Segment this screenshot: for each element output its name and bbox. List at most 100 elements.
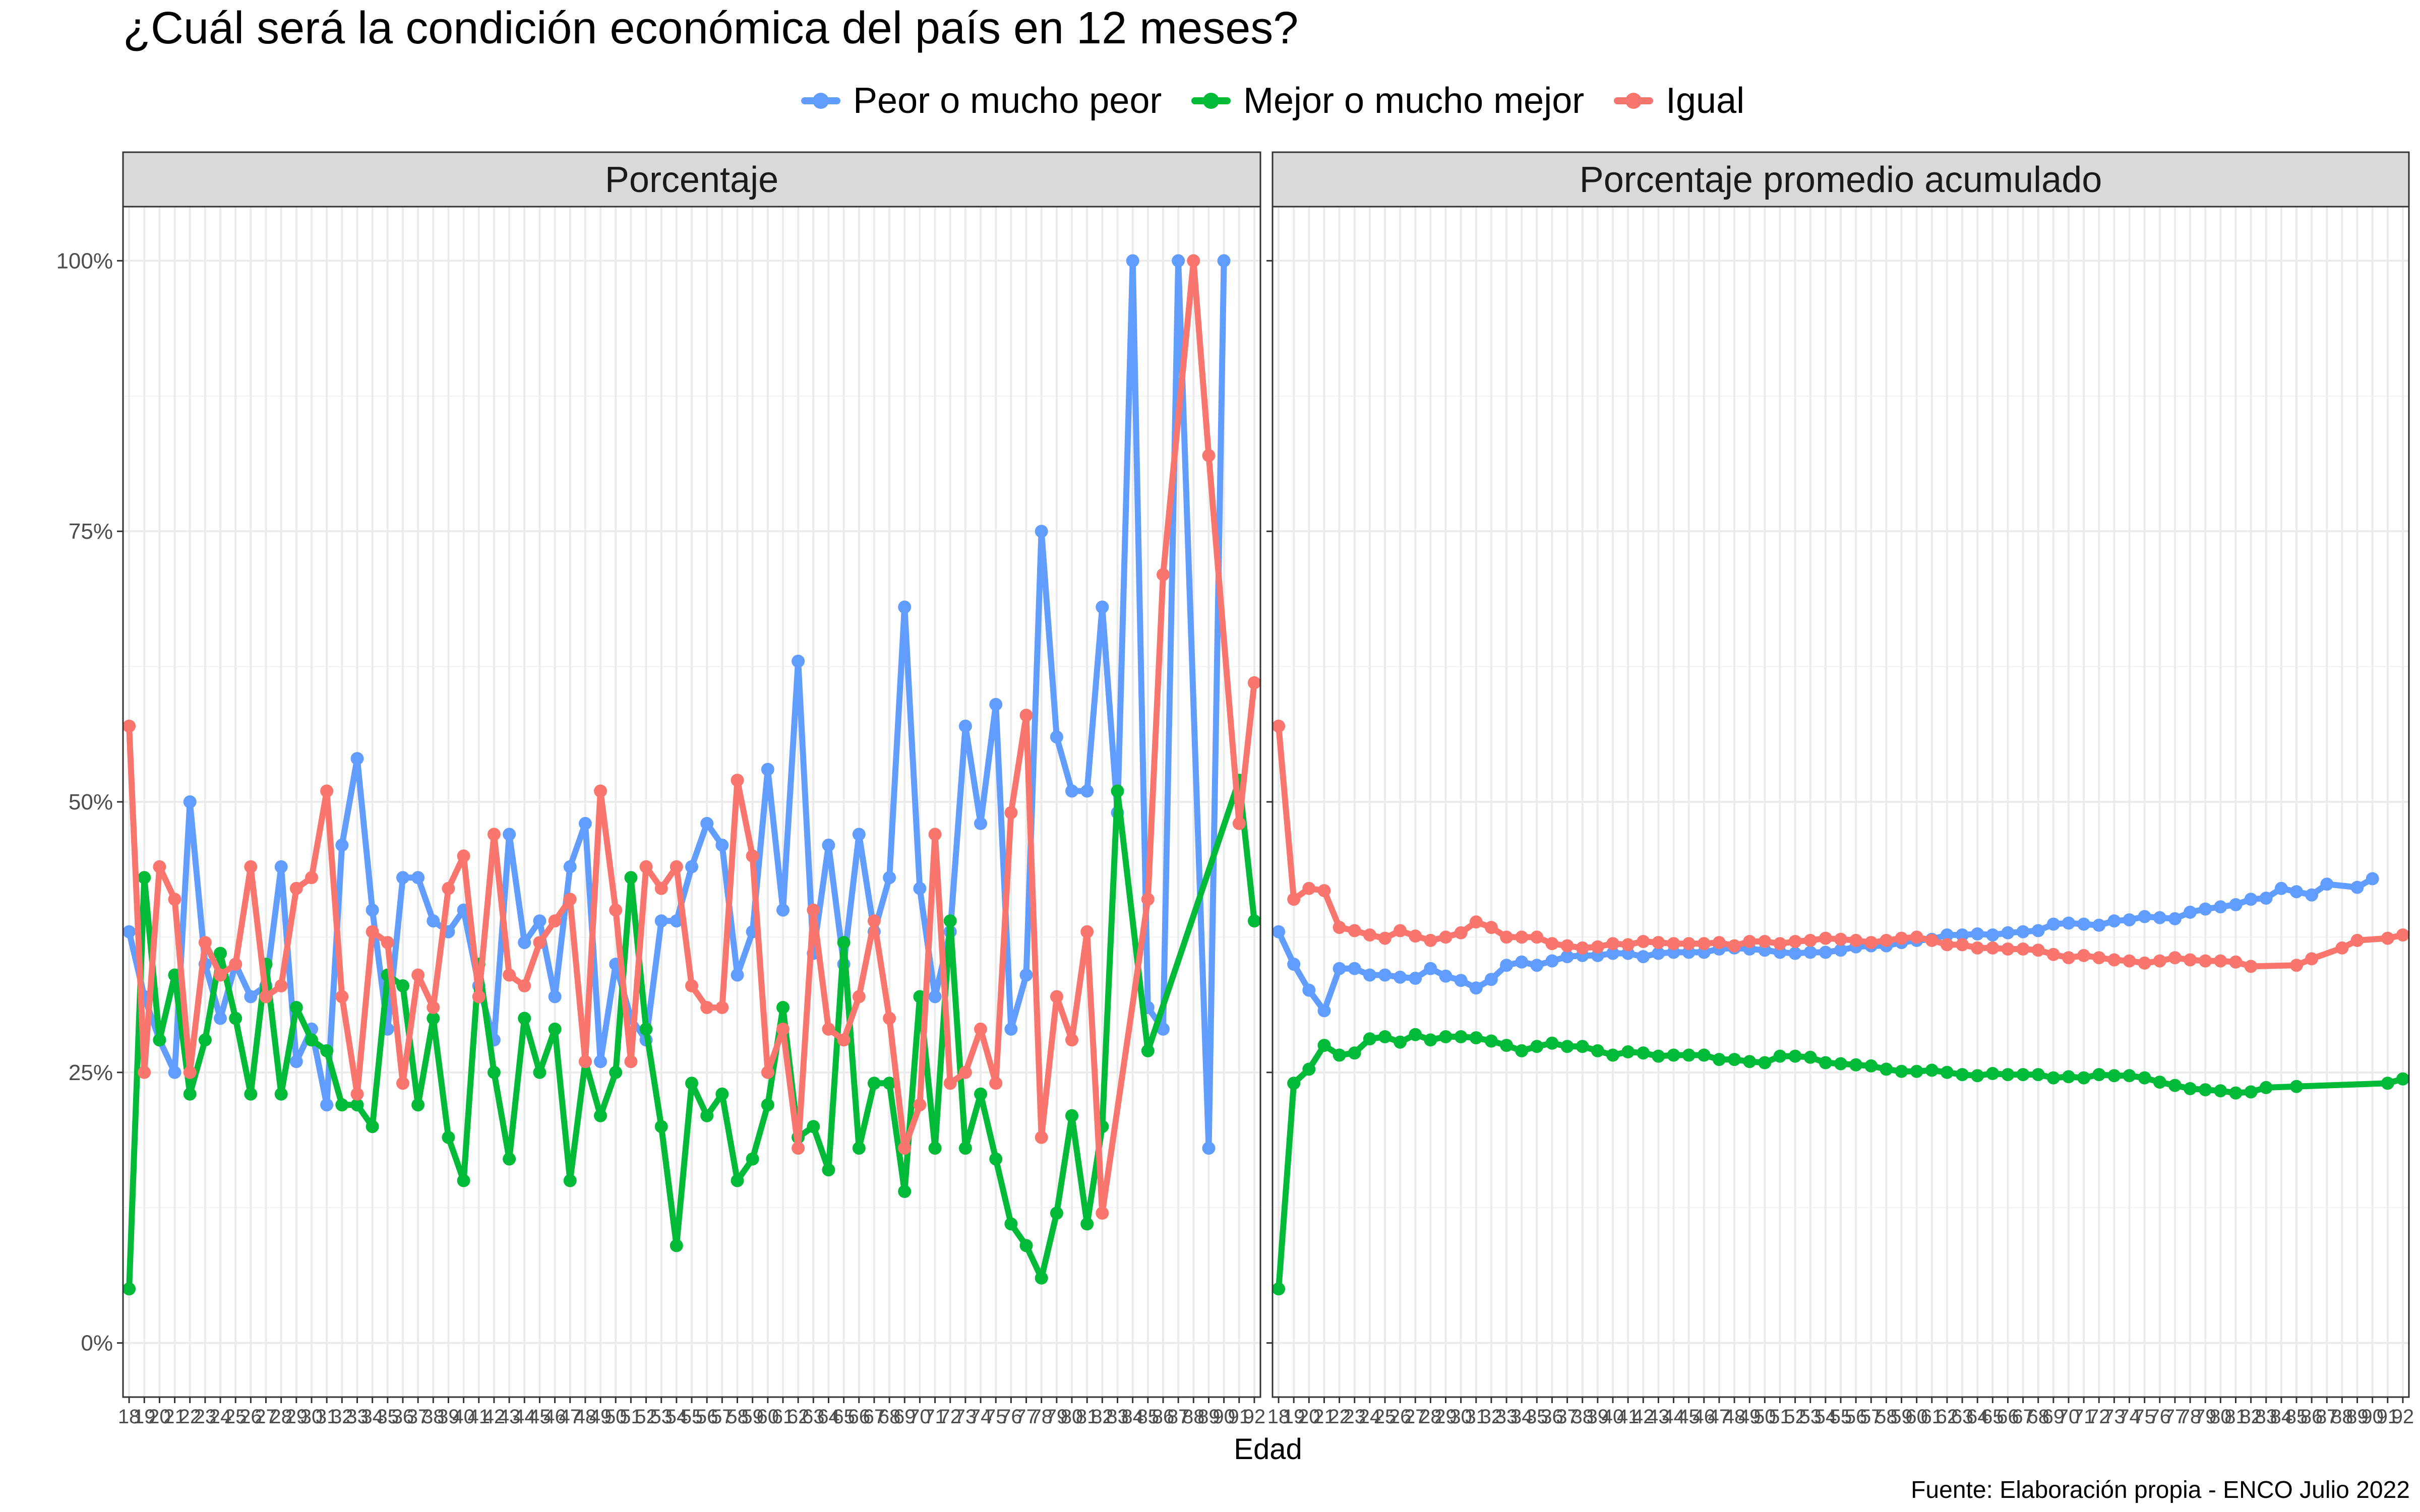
data-point [1758, 935, 1772, 948]
data-point [700, 816, 714, 830]
data-point [731, 1174, 744, 1187]
data-point [1287, 1077, 1301, 1090]
data-point [1788, 947, 1802, 960]
x-tick-label: 86 [2301, 1406, 2323, 1428]
x-tick-label: 63 [802, 1406, 825, 1428]
data-point [594, 1109, 607, 1122]
x-tick-label: 79 [2194, 1406, 2217, 1428]
data-point [2229, 1086, 2243, 1100]
x-tick-label: 18 [118, 1406, 141, 1428]
data-point [563, 1174, 577, 1187]
data-point [518, 1012, 531, 1025]
data-point [123, 925, 136, 938]
data-point [761, 763, 774, 776]
data-point [2046, 917, 2060, 931]
x-tick-label: 83 [1106, 1406, 1129, 1428]
data-point [2184, 1082, 2197, 1095]
y-tick-label: 100% [56, 248, 113, 273]
legend-key-point [1203, 93, 1219, 109]
data-point [974, 1022, 987, 1036]
x-tick-label: 35 [1526, 1406, 1548, 1428]
data-point [244, 860, 258, 873]
data-point [883, 871, 896, 885]
data-point [168, 968, 182, 982]
x-tick-label: 41 [468, 1406, 491, 1428]
data-point [867, 1077, 881, 1090]
x-tick-label: 68 [878, 1406, 901, 1428]
data-point [2184, 953, 2197, 967]
data-point [1348, 962, 1361, 975]
data-point [898, 1142, 912, 1155]
y-axis: 0% 25% 50% 75% 100% [56, 248, 123, 1356]
data-point [685, 1077, 698, 1090]
x-tick-label: 49 [589, 1406, 612, 1428]
x-axis-title: Edad [1234, 1433, 1302, 1466]
x-tick-label: 24 [1359, 1406, 1381, 1428]
data-point [1424, 962, 1437, 975]
x-tick-label: 36 [1541, 1406, 1563, 1428]
data-point [1080, 1217, 1094, 1231]
chart-title: ¿Cuál será la condición económica del pa… [123, 3, 1298, 53]
data-point [1363, 1032, 1376, 1046]
data-point [335, 1098, 349, 1112]
data-point [1712, 1053, 1726, 1066]
x-tick-label: 37 [407, 1406, 430, 1428]
data-point [123, 719, 136, 733]
data-point [670, 860, 683, 873]
data-point [1986, 928, 2000, 942]
data-point [1864, 936, 1878, 950]
legend-item-2: Igual [1614, 81, 1744, 121]
data-point [244, 990, 258, 1003]
data-point [1971, 1069, 1984, 1083]
data-point [2259, 892, 2273, 905]
data-point [214, 968, 227, 982]
x-tick-label: 57 [711, 1406, 734, 1428]
x-tick-label: 50 [1753, 1406, 1776, 1428]
data-point [1363, 968, 1376, 982]
data-point [1545, 937, 1559, 951]
data-point [867, 914, 881, 928]
data-point [1454, 926, 1468, 939]
x-tick-label: 61 [772, 1406, 795, 1428]
x-tick-label: 40 [452, 1406, 475, 1428]
series-2 [123, 254, 1261, 1220]
data-point [2092, 1068, 2106, 1082]
data-point [1378, 1030, 1392, 1043]
x-tick-label: 59 [1890, 1406, 1913, 1428]
x-tick-label: 46 [543, 1406, 566, 1428]
data-point [563, 860, 577, 873]
data-point [761, 1098, 774, 1112]
data-point [123, 1282, 136, 1296]
data-point [2335, 941, 2349, 955]
x-tick-label: 67 [2012, 1406, 2034, 1428]
data-point [1019, 968, 1033, 982]
data-point [1606, 947, 1619, 960]
x-tick-label: 22 [1328, 1406, 1351, 1428]
x-tick-label: 71 [2073, 1406, 2095, 1428]
data-point [305, 1033, 318, 1047]
data-point [1500, 959, 1514, 972]
data-point [2244, 893, 2258, 906]
data-point [1560, 939, 1574, 953]
data-point [472, 990, 486, 1003]
x-tick-label: 19 [133, 1406, 156, 1428]
data-point [609, 1065, 623, 1079]
data-point [366, 925, 379, 938]
data-point [639, 1022, 653, 1036]
data-point [274, 860, 288, 873]
data-point [1272, 719, 1286, 733]
data-point [2138, 1071, 2151, 1085]
data-point [1925, 933, 1939, 947]
data-point [654, 1120, 668, 1133]
data-point [1065, 1109, 1078, 1122]
data-point [1157, 1022, 1170, 1036]
data-point [1940, 938, 1954, 952]
data-point [1910, 1064, 1923, 1078]
data-point [1545, 954, 1559, 968]
data-point [1697, 1048, 1711, 1062]
data-point [594, 1055, 607, 1068]
x-tick-label: 73 [954, 1406, 977, 1428]
data-point [1157, 568, 1170, 582]
x-tick-label: 75 [2133, 1406, 2156, 1428]
data-point [1500, 1039, 1514, 1052]
